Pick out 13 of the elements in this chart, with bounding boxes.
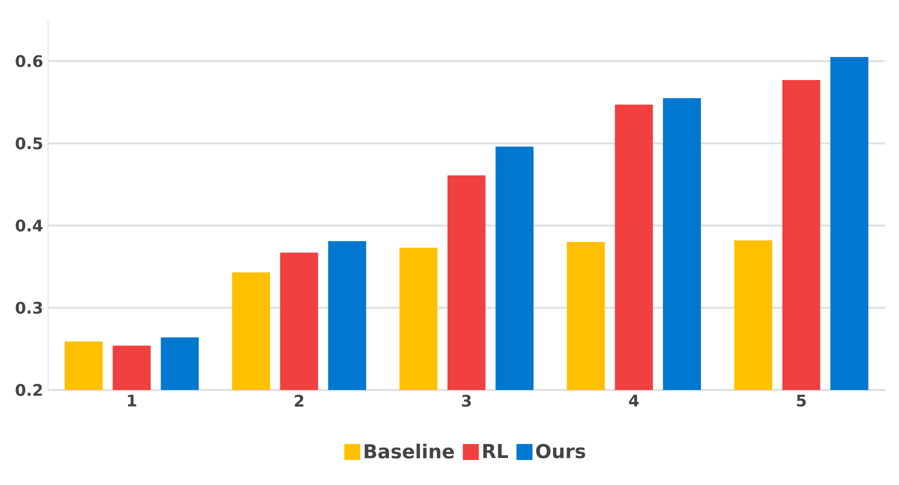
x-tick-label: 4 (629, 394, 639, 406)
x-tick-label: 5 (796, 394, 806, 407)
legend-label: Ours (536, 444, 586, 458)
y-tick-label: 0.3 (16, 302, 42, 314)
x-tick-label: 3 (462, 394, 471, 407)
legend-label: RL (483, 444, 508, 458)
y-tick-label: 0.5 (16, 137, 42, 150)
x-tick-label: 2 (294, 394, 304, 407)
legend-label: Baseline (364, 444, 454, 459)
x-tick-label: 1 (128, 394, 136, 406)
y-tick-label: 0.2 (16, 384, 42, 396)
y-tick-label: 0.4 (16, 219, 43, 232)
y-tick-label: 0.6 (16, 55, 42, 68)
